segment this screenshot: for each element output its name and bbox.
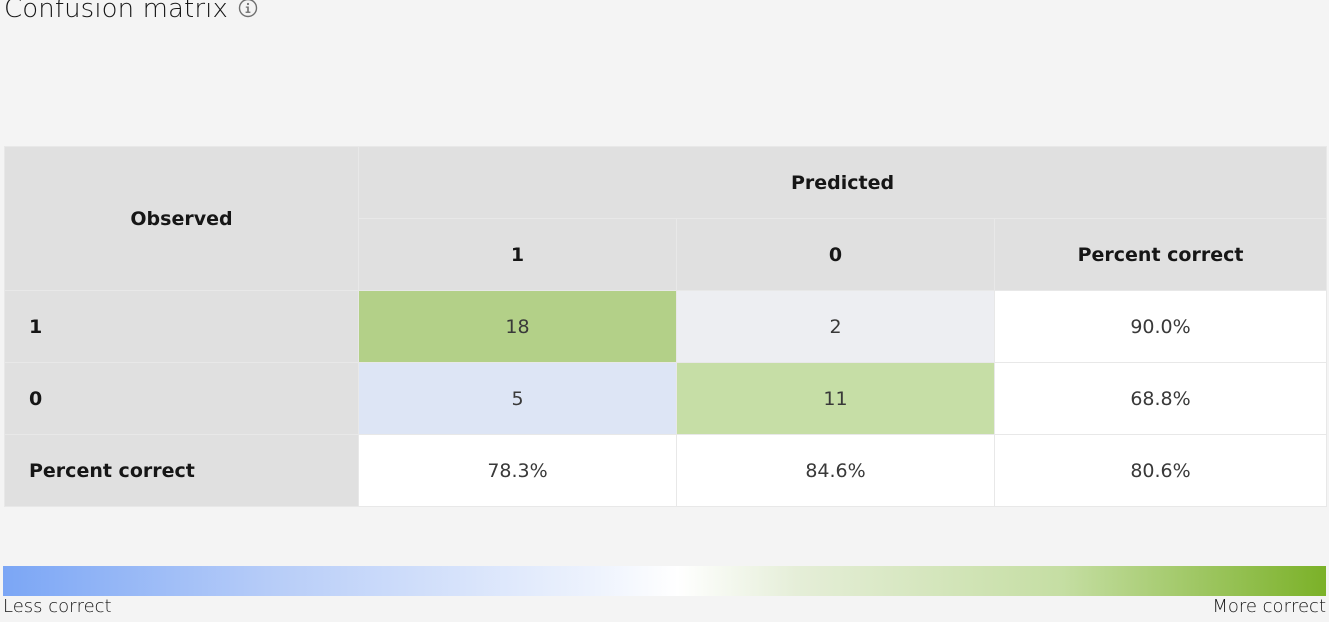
table-row: 1 18 2 90.0% (4, 290, 1328, 363)
cell-1-0: 2 (676, 290, 995, 363)
cell-percent-0: 84.6% (676, 434, 995, 507)
col-header-1: 1 (358, 218, 677, 291)
legend-less-correct-label: Less correct (3, 596, 112, 617)
cell-percent-overall: 80.6% (993, 434, 1328, 507)
observed-header: Observed (4, 146, 359, 291)
table-row: 0 5 11 68.8% (4, 362, 1328, 435)
color-legend-bar (3, 566, 1326, 596)
col-header-0: 0 (676, 218, 995, 291)
title-row: Confusion matrix (4, 0, 258, 24)
row-header-1: 1 (4, 290, 359, 363)
legend-more-correct-label: More correct (1212, 596, 1326, 617)
predicted-header: Predicted (357, 146, 1328, 219)
info-icon[interactable] (238, 0, 258, 18)
cell-1-percent: 90.0% (993, 290, 1328, 363)
page-title: Confusion matrix (4, 0, 228, 24)
row-header-percent-correct: Percent correct (4, 434, 359, 507)
table-row: Percent correct 78.3% 84.6% 80.6% (4, 434, 1328, 507)
cell-1-1: 18 (358, 290, 677, 363)
cell-percent-1: 78.3% (358, 434, 677, 507)
header-row-classes: 1 0 Percent correct (5, 218, 1328, 291)
cell-0-0: 11 (676, 362, 995, 435)
row-header-0: 0 (4, 362, 359, 435)
cell-0-percent: 68.8% (993, 362, 1328, 435)
cell-0-1: 5 (358, 362, 677, 435)
header-row-predicted: Observed Predicted (4, 146, 1328, 291)
confusion-matrix-table: Observed Predicted 1 0 Percent correct 1… (4, 146, 1328, 507)
col-header-percent-correct: Percent correct (993, 218, 1328, 291)
